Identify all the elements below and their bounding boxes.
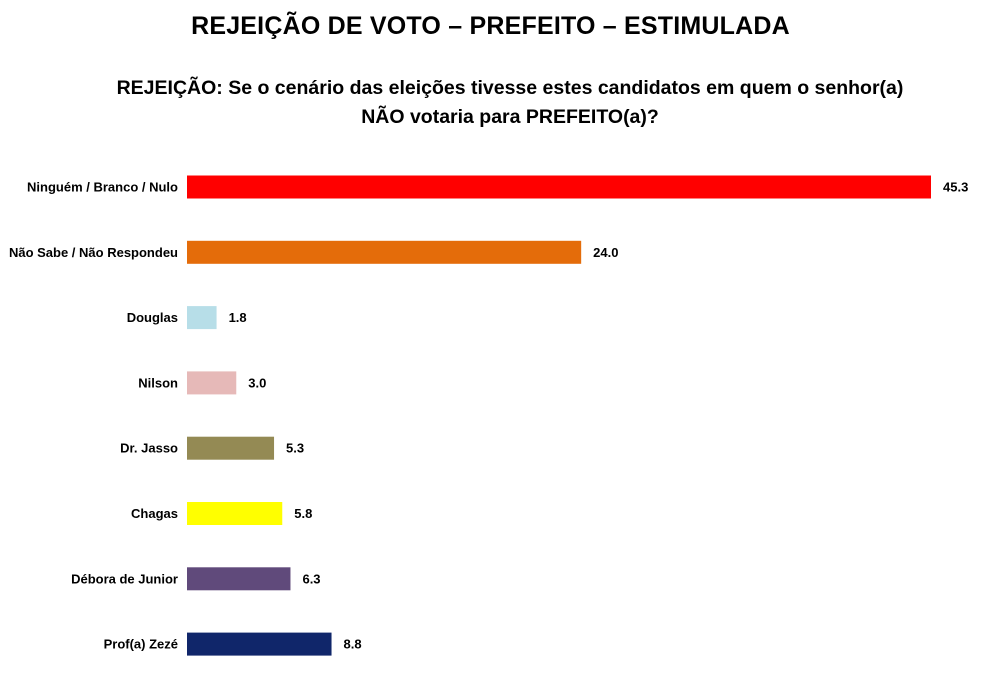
category-label: Nilson	[138, 375, 178, 390]
bar	[187, 567, 291, 591]
bar	[187, 240, 582, 264]
value-label: 8.8	[344, 637, 362, 652]
bar	[187, 436, 275, 460]
value-label: 24.0	[593, 245, 618, 260]
page-title: REJEIÇÃO DE VOTO – PREFEITO – ESTIMULADA	[191, 12, 790, 40]
question-text: REJEIÇÃO: Se o cenário das eleições tive…	[80, 74, 940, 132]
category-label: Chagas	[131, 506, 178, 521]
bar	[187, 306, 217, 330]
question-line-1: REJEIÇÃO: Se o cenário das eleições tive…	[116, 77, 904, 99]
category-label: Douglas	[127, 310, 178, 325]
value-label: 5.3	[286, 441, 304, 456]
bar	[187, 502, 283, 525]
category-label: Débora de Junior	[71, 571, 178, 586]
question-line-2: NÃO votaria para PREFEITO(a)?	[361, 106, 659, 128]
value-label: 45.3	[943, 180, 968, 195]
bar	[187, 632, 332, 656]
bar	[187, 371, 237, 395]
bar	[187, 175, 931, 199]
value-label: 6.3	[302, 571, 320, 586]
category-label: Prof(a) Zezé	[104, 637, 178, 652]
category-label: Dr. Jasso	[120, 441, 178, 456]
category-label: Não Sabe / Não Respondeu	[9, 245, 178, 260]
value-label: 1.8	[229, 310, 247, 325]
value-label: 5.8	[294, 506, 312, 521]
value-label: 3.0	[248, 375, 266, 390]
category-label: Ninguém / Branco / Nulo	[27, 180, 178, 195]
